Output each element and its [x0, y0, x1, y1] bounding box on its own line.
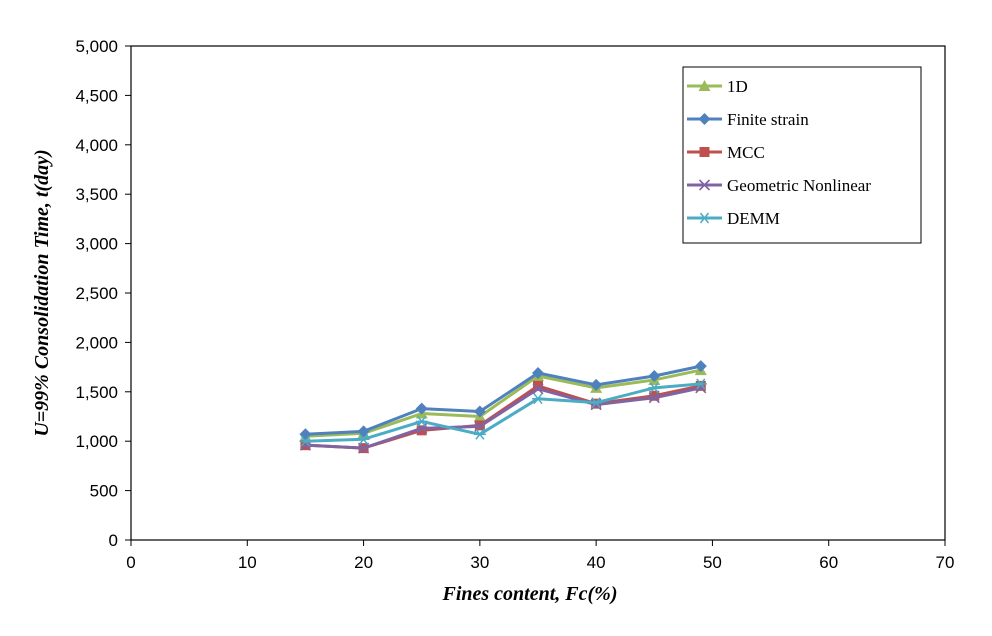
x-tick-label: 40	[587, 553, 606, 572]
data-point-demm	[473, 428, 486, 440]
y-tick-label: 2,500	[75, 284, 118, 303]
data-point-demm	[694, 378, 707, 390]
legend-marker-geometric-nonlinear	[698, 179, 711, 191]
x-tick-label: 50	[703, 553, 722, 572]
x-tick-label: 30	[470, 553, 489, 572]
legend-label-geometric-nonlinear: Geometric Nonlinear	[727, 176, 871, 195]
series-line-geometric-nonlinear	[305, 386, 702, 450]
data-point-demm	[357, 433, 370, 445]
legend-label-mcc: MCC	[727, 143, 765, 162]
data-point-finite-strain	[415, 402, 428, 415]
y-axis-title: U=99% Consolidation Time, t(day)	[31, 149, 53, 436]
x-tick-label: 10	[238, 553, 257, 572]
data-point-geometric-nonlinear	[648, 392, 660, 404]
data-point-demm	[590, 397, 603, 409]
legend-label-1d: 1D	[727, 77, 748, 96]
legend-label-demm: DEMM	[727, 209, 780, 228]
x-tick-label: 70	[936, 553, 955, 572]
data-point-finite-strain	[532, 367, 544, 380]
y-tick-label: 3,500	[75, 185, 118, 204]
legend-marker-1d	[698, 80, 711, 91]
data-point-demm	[299, 435, 312, 447]
data-point-finite-strain	[648, 369, 661, 382]
data-point-geometric-nonlinear	[532, 383, 544, 395]
data-point-mcc	[416, 425, 427, 436]
legend-label-finite-strain: Finite strain	[727, 110, 809, 129]
y-axis-ticks: 0 500 1,000 1,500 2,000 2,500 3,000 3,500 4,000 4…	[75, 37, 131, 550]
series-line-demm	[305, 382, 701, 443]
y-tick-label: 3,000	[75, 235, 118, 254]
data-point-geometric-nonlinear	[358, 442, 370, 454]
series-group	[299, 360, 707, 454]
y-tick-label: 500	[90, 482, 118, 501]
y-tick-label: 1,000	[75, 432, 118, 451]
data-point-demm	[415, 415, 428, 427]
legend-marker-finite-strain	[698, 113, 711, 125]
y-tick-label: 2,000	[75, 333, 118, 352]
x-tick-label: 0	[126, 553, 135, 572]
y-tick-label: 4,000	[75, 136, 118, 155]
data-point-mcc	[695, 380, 706, 391]
x-axis-ticks: 0 10 20 30 40 50 60 70	[126, 540, 954, 572]
data-point-mcc	[533, 380, 543, 391]
y-tick-label: 1,500	[75, 383, 118, 402]
legend: 1D Finite strain MCC Geometric Nonlinear DEM…	[682, 66, 922, 244]
data-point-demm	[532, 393, 544, 405]
y-tick-label: 0	[109, 531, 118, 550]
legend-box	[682, 66, 922, 244]
data-point-mcc	[649, 390, 660, 401]
y-tick-label: 5,000	[75, 37, 118, 56]
data-point-finite-strain	[694, 360, 707, 373]
legend-marker-mcc	[699, 147, 710, 157]
series-line-1d	[305, 368, 702, 438]
y-tick-label: 4,500	[75, 86, 118, 105]
legend-marker-demm	[698, 212, 711, 224]
x-tick-label: 60	[819, 553, 838, 572]
x-axis-title: Fines content, Fc(%)	[442, 583, 618, 605]
data-point-finite-strain	[590, 378, 603, 391]
series-line-finite-strain	[305, 364, 702, 436]
data-point-demm	[648, 382, 661, 394]
data-point-finite-strain	[473, 405, 486, 418]
x-tick-label: 20	[354, 553, 373, 572]
